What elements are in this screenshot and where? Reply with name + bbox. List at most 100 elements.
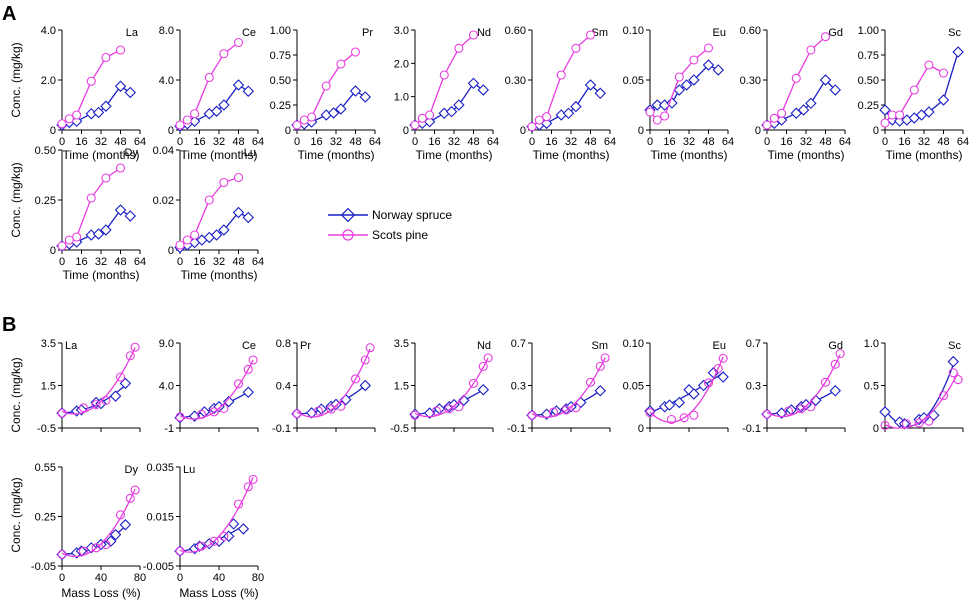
x-tick-label: 32 xyxy=(213,136,225,148)
data-point-scots xyxy=(468,378,479,388)
y-tick-label: 0.7 xyxy=(511,338,526,350)
data-point-norway xyxy=(114,204,127,216)
data-point-norway xyxy=(210,105,223,117)
element-label: La xyxy=(65,340,78,352)
y-tick-label: 0.3 xyxy=(511,381,526,393)
data-point-scots xyxy=(454,43,464,53)
x-tick-label: 80 xyxy=(134,572,146,584)
data-point-norway xyxy=(775,114,788,126)
data-point-scots xyxy=(762,409,772,419)
data-point-scots xyxy=(806,45,816,55)
data-point-scots xyxy=(769,113,779,123)
x-tick-label: 32 xyxy=(565,136,577,148)
y-tick-label: -0.1 xyxy=(507,423,526,435)
data-point-norway xyxy=(651,99,664,111)
data-point-scots xyxy=(360,355,370,365)
panel-label-b: B xyxy=(2,314,16,336)
y-tick-label: 0.60 xyxy=(505,25,526,37)
x-axis-label: Mass Loss (%) xyxy=(61,586,140,600)
y-tick-label: -1 xyxy=(164,423,174,435)
data-point-scots xyxy=(444,404,454,414)
data-point-scots xyxy=(909,85,919,95)
data-point-norway xyxy=(680,79,693,91)
fit-curve-scots xyxy=(61,488,136,558)
data-point-scots xyxy=(182,235,192,245)
y-tick-label: 0.25 xyxy=(35,512,56,524)
data-point-scots xyxy=(209,536,219,546)
element-label: Sc xyxy=(948,27,961,39)
data-point-norway xyxy=(237,523,250,535)
data-point-scots xyxy=(350,47,361,57)
y-tick-label: 0.04 xyxy=(153,145,174,157)
data-point-norway xyxy=(327,107,340,119)
data-point-norway xyxy=(688,74,700,86)
y-tick-label: 0 xyxy=(403,125,409,137)
data-point-norway xyxy=(702,59,715,71)
data-point-norway xyxy=(673,396,685,409)
y-tick-label: 3.0 xyxy=(394,25,409,37)
legend-label-scots: Scots pine xyxy=(372,228,428,242)
data-point-norway xyxy=(575,396,587,409)
y-tick-label: 4.0 xyxy=(159,381,174,393)
y-tick-label: 9.0 xyxy=(159,338,174,350)
data-point-scots xyxy=(548,407,559,417)
data-point-norway xyxy=(829,385,841,397)
y-tick-label: 0 xyxy=(168,125,174,137)
data-point-scots xyxy=(791,73,801,83)
y-tick-label: 0.10 xyxy=(623,338,644,350)
y-tick-label: 0.4 xyxy=(276,381,291,393)
panel-label-a: A xyxy=(2,3,16,25)
data-point-norway xyxy=(688,388,700,400)
data-point-scots xyxy=(703,43,714,53)
data-point-scots xyxy=(72,110,82,120)
data-point-scots xyxy=(292,409,302,419)
data-point-norway xyxy=(92,106,105,119)
data-point-norway xyxy=(594,87,606,100)
x-tick-label: 48 xyxy=(232,256,244,268)
x-tick-label: 32 xyxy=(213,256,225,268)
data-point-scots xyxy=(534,115,544,125)
legend-marker-norway xyxy=(340,207,356,223)
y-tick-label: 0.50 xyxy=(270,75,291,87)
y-tick-label: 0.25 xyxy=(270,100,291,112)
data-point-scots xyxy=(57,241,67,251)
data-point-norway xyxy=(453,99,465,111)
x-tick-label: 16 xyxy=(310,136,322,148)
fit-curve-scots xyxy=(531,357,606,418)
subplot-b-gd: -0.1 0.3 0.7 Gd xyxy=(742,338,846,435)
fit-curve-scots xyxy=(649,356,724,423)
y-tick-label: 0 xyxy=(873,125,879,137)
y-tick-label: 3.5 xyxy=(41,338,56,350)
fit-curve-scots xyxy=(296,348,371,418)
subplot-b-la: -0.5 1.5 3.5 La xyxy=(37,338,141,435)
y-tick-label: 0.02 xyxy=(153,195,174,207)
data-point-scots xyxy=(292,120,302,130)
data-point-scots xyxy=(233,172,244,183)
data-point-norway xyxy=(242,386,254,398)
x-tick-label: 32 xyxy=(330,136,342,148)
x-tick-label: 48 xyxy=(584,136,596,148)
ylabel-a-row2: Conc. (mg/kg) xyxy=(9,162,23,237)
x-tick-label: 32 xyxy=(800,136,812,148)
data-point-norway xyxy=(291,408,303,420)
data-point-norway xyxy=(594,385,606,397)
x-tick-label: 64 xyxy=(839,136,851,148)
element-label: Dy xyxy=(125,464,139,476)
data-point-scots xyxy=(938,391,949,401)
data-point-norway xyxy=(952,46,964,58)
data-point-scots xyxy=(571,403,581,413)
data-point-norway xyxy=(923,106,935,118)
data-point-norway xyxy=(119,519,132,531)
data-point-scots xyxy=(86,193,96,203)
x-tick-label: 0 xyxy=(177,136,183,148)
x-tick-label: 48 xyxy=(702,136,714,148)
y-tick-label: 1.5 xyxy=(394,381,409,393)
x-tick-label: 16 xyxy=(75,256,87,268)
y-tick-label: 0 xyxy=(638,423,644,435)
element-label: Pr xyxy=(362,27,373,39)
y-tick-label: 4.0 xyxy=(41,25,56,37)
data-point-scots xyxy=(125,493,135,503)
subplot-b-ce: -1 4.0 9.0 Ce xyxy=(159,338,259,435)
